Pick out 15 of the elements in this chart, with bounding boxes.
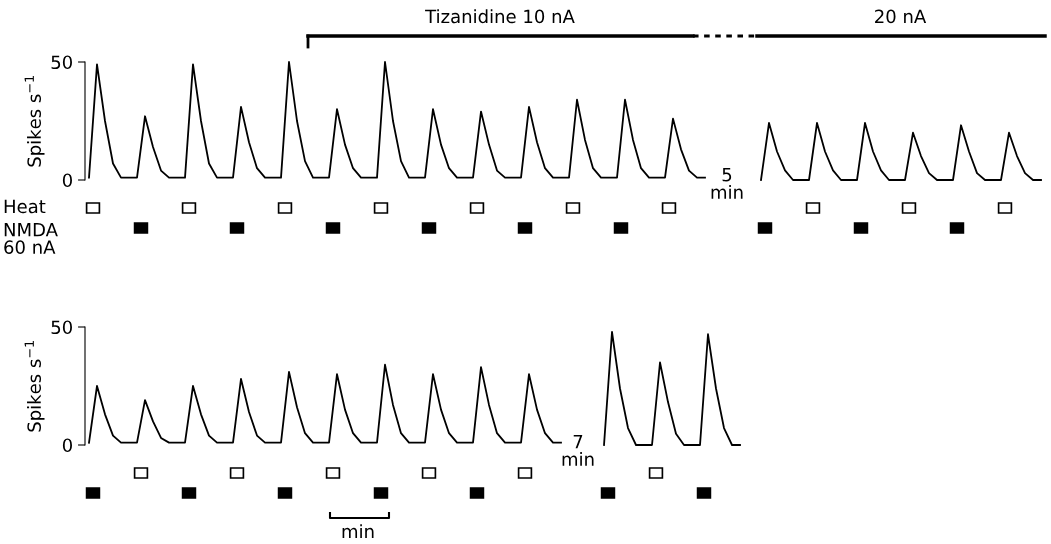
- y-tick-label: 0: [62, 173, 72, 188]
- y-tick-label: 50: [51, 320, 72, 335]
- line-series: [88, 363, 562, 444]
- text: Heat: [4, 199, 46, 214]
- text: NMDA 60 nA: [4, 223, 58, 254]
- y-tick-label: 0: [62, 438, 72, 453]
- text: min: [342, 524, 374, 538]
- text: 20 nA: [875, 9, 927, 24]
- text: Tizanidine 10 nA: [425, 9, 575, 24]
- y-axis-title: Spikes s$^{−1}$: [24, 76, 45, 167]
- text: 5 min: [711, 168, 743, 199]
- annotation: 7 min: [562, 435, 594, 466]
- line-series: [88, 61, 706, 179]
- y-tick-label: 50: [51, 55, 72, 70]
- y-axis-title: Spikes s$^{−1}$: [24, 341, 45, 432]
